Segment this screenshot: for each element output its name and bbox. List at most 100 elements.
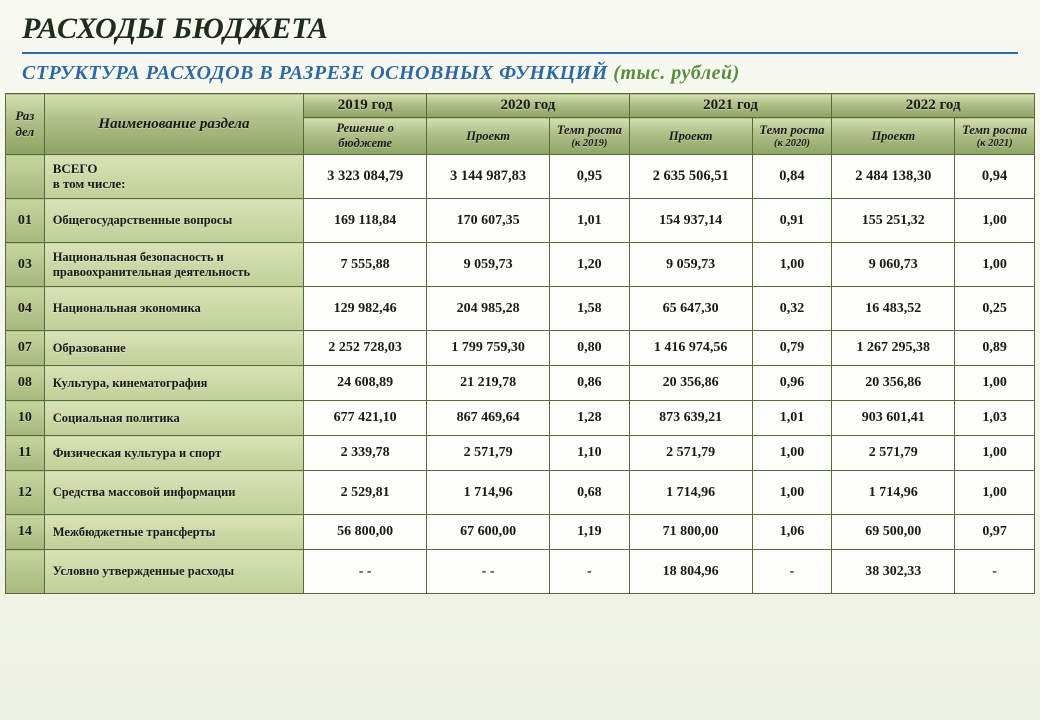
row-name: Общегосударственные вопросы bbox=[44, 199, 304, 243]
row-code: 11 bbox=[6, 436, 45, 471]
cell-value: 1 267 295,38 bbox=[832, 331, 955, 366]
th-temp-2021: Темп роста(к 2020) bbox=[752, 118, 832, 155]
cell-value: 9 059,73 bbox=[427, 243, 550, 287]
row-name: ВСЕГОв том числе: bbox=[44, 155, 304, 199]
cell-value: 2 635 506,51 bbox=[629, 155, 752, 199]
cell-value: 1,00 bbox=[752, 436, 832, 471]
row-code: 01 bbox=[6, 199, 45, 243]
cell-value: - bbox=[752, 550, 832, 594]
cell-value: - - bbox=[304, 550, 427, 594]
cell-value: 71 800,00 bbox=[629, 515, 752, 550]
cell-value: 1 714,96 bbox=[629, 471, 752, 515]
cell-value: 0,97 bbox=[955, 515, 1035, 550]
cell-value: 3 144 987,83 bbox=[427, 155, 550, 199]
cell-value: 1,28 bbox=[550, 401, 630, 436]
row-code bbox=[6, 550, 45, 594]
row-code: 03 bbox=[6, 243, 45, 287]
cell-value: 7 555,88 bbox=[304, 243, 427, 287]
cell-value: 2 571,79 bbox=[832, 436, 955, 471]
cell-value: 1,00 bbox=[955, 366, 1035, 401]
cell-value: 1,19 bbox=[550, 515, 630, 550]
cell-value: 1,01 bbox=[550, 199, 630, 243]
cell-value: 867 469,64 bbox=[427, 401, 550, 436]
budget-table: Раз дел Наименование раздела 2019 год 20… bbox=[5, 93, 1035, 594]
row-code: 12 bbox=[6, 471, 45, 515]
th-razdel: Раз дел bbox=[6, 94, 45, 155]
th-temp-2020: Темп роста(к 2019) bbox=[550, 118, 630, 155]
cell-value: 1,00 bbox=[752, 471, 832, 515]
row-code bbox=[6, 155, 45, 199]
cell-value: 0,79 bbox=[752, 331, 832, 366]
cell-value: 1,06 bbox=[752, 515, 832, 550]
cell-value: 69 500,00 bbox=[832, 515, 955, 550]
cell-value: - bbox=[550, 550, 630, 594]
cell-value: 1,20 bbox=[550, 243, 630, 287]
row-name: Социальная политика bbox=[44, 401, 304, 436]
cell-value: 1,03 bbox=[955, 401, 1035, 436]
cell-value: 0,80 bbox=[550, 331, 630, 366]
cell-value: 9 059,73 bbox=[629, 243, 752, 287]
cell-value: 0,91 bbox=[752, 199, 832, 243]
cell-value: 0,89 bbox=[955, 331, 1035, 366]
cell-value: 18 804,96 bbox=[629, 550, 752, 594]
cell-value: 3 323 084,79 bbox=[304, 155, 427, 199]
cell-value: 0,86 bbox=[550, 366, 630, 401]
cell-value: 1,00 bbox=[955, 199, 1035, 243]
row-code: 14 bbox=[6, 515, 45, 550]
cell-value: 2 529,81 bbox=[304, 471, 427, 515]
row-name: Условно утвержденные расходы bbox=[44, 550, 304, 594]
th-2022: 2022 год bbox=[832, 94, 1035, 118]
cell-value: 1,01 bbox=[752, 401, 832, 436]
cell-value: 0,96 bbox=[752, 366, 832, 401]
cell-value: 21 219,78 bbox=[427, 366, 550, 401]
cell-value: 2 339,78 bbox=[304, 436, 427, 471]
cell-value: 65 647,30 bbox=[629, 287, 752, 331]
cell-value: 9 060,73 bbox=[832, 243, 955, 287]
cell-value: 1 799 759,30 bbox=[427, 331, 550, 366]
cell-value: 1 416 974,56 bbox=[629, 331, 752, 366]
cell-value: 20 356,86 bbox=[832, 366, 955, 401]
th-name: Наименование раздела bbox=[44, 94, 304, 155]
cell-value: 16 483,52 bbox=[832, 287, 955, 331]
th-temp-2022: Темп роста(к 2021) bbox=[955, 118, 1035, 155]
subtitle-main: СТРУКТУРА РАСХОДОВ В РАЗРЕЗЕ ОСНОВНЫХ ФУ… bbox=[22, 62, 608, 84]
cell-value: 169 118,84 bbox=[304, 199, 427, 243]
cell-value: 38 302,33 bbox=[832, 550, 955, 594]
th-proj-2022: Проект bbox=[832, 118, 955, 155]
row-name: Национальная безопасность и правоохранит… bbox=[44, 243, 304, 287]
th-proj-2020: Проект bbox=[427, 118, 550, 155]
cell-value: 2 571,79 bbox=[427, 436, 550, 471]
cell-value: 170 607,35 bbox=[427, 199, 550, 243]
cell-value: 1 714,96 bbox=[427, 471, 550, 515]
th-2020: 2020 год bbox=[427, 94, 630, 118]
row-name: Национальная экономика bbox=[44, 287, 304, 331]
cell-value: 24 608,89 bbox=[304, 366, 427, 401]
cell-value: 1,00 bbox=[955, 436, 1035, 471]
cell-value: 0,95 bbox=[550, 155, 630, 199]
cell-value: 20 356,86 bbox=[629, 366, 752, 401]
row-code: 10 bbox=[6, 401, 45, 436]
row-name: Образование bbox=[44, 331, 304, 366]
cell-value: 0,84 bbox=[752, 155, 832, 199]
row-name: Межбюджетные трансферты bbox=[44, 515, 304, 550]
cell-value: 903 601,41 bbox=[832, 401, 955, 436]
table-body: ВСЕГОв том числе:3 323 084,793 144 987,8… bbox=[6, 155, 1035, 594]
title-rule bbox=[22, 52, 1018, 54]
th-2019: 2019 год bbox=[304, 94, 427, 118]
cell-value: 154 937,14 bbox=[629, 199, 752, 243]
cell-value: 155 251,32 bbox=[832, 199, 955, 243]
cell-value: 677 421,10 bbox=[304, 401, 427, 436]
cell-value: 873 639,21 bbox=[629, 401, 752, 436]
row-code: 08 bbox=[6, 366, 45, 401]
cell-value: - bbox=[955, 550, 1035, 594]
subtitle-unit: (тыс. рублей) bbox=[613, 62, 740, 84]
cell-value: 0,32 bbox=[752, 287, 832, 331]
cell-value: 1,58 bbox=[550, 287, 630, 331]
cell-value: 0,94 bbox=[955, 155, 1035, 199]
cell-value: 56 800,00 bbox=[304, 515, 427, 550]
row-code: 07 bbox=[6, 331, 45, 366]
cell-value: 204 985,28 bbox=[427, 287, 550, 331]
row-name: Культура, кинематография bbox=[44, 366, 304, 401]
row-name: Физическая культура и спорт bbox=[44, 436, 304, 471]
row-code: 04 bbox=[6, 287, 45, 331]
